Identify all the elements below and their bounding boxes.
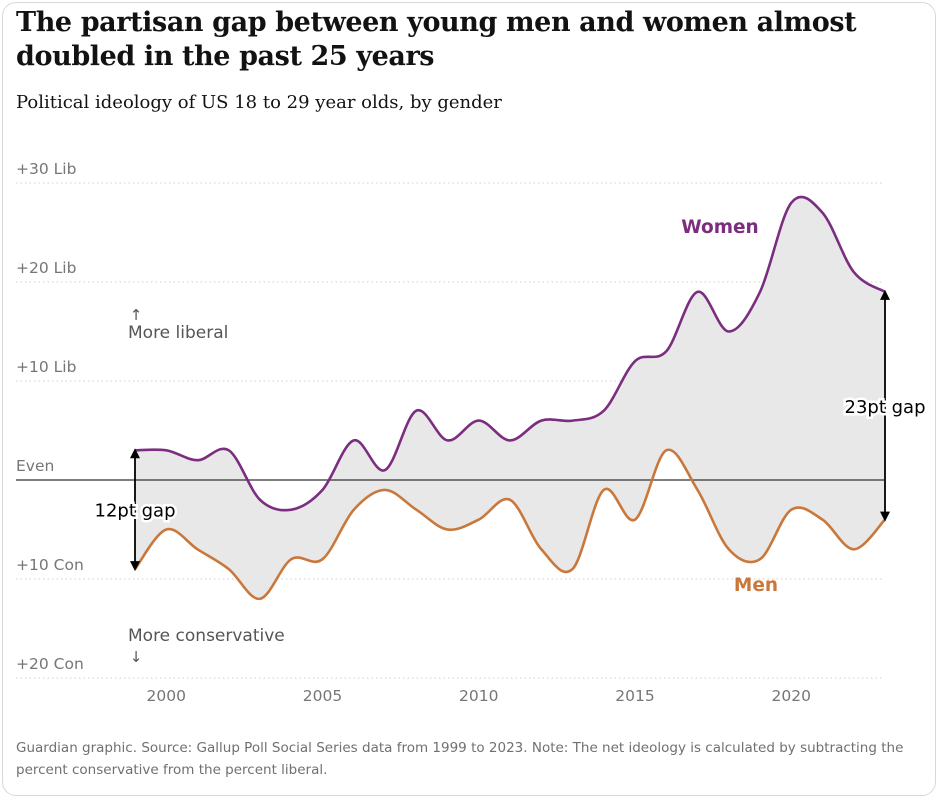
annotations: Women Men ↑More liberal More conservative ↓ 1… [92,217,928,666]
y-axis-labels: +30 Lib +20 Lib +10 Lib Even +10 Con +20 Con [16,160,84,673]
more-conservative-label: More conservative [128,626,285,646]
gap-fill-area [135,196,885,599]
gap-area [135,196,885,599]
x-tick-label: 2020 [772,687,811,705]
chart-title: The partisan gap between young men and w… [16,7,857,72]
arrow-up-icon: ↑ [130,306,143,324]
y-tick-label: Even [16,457,54,475]
series-line-women [134,195,886,512]
series-label-women: Women [681,217,758,238]
more-liberal-label: More liberal [128,323,228,343]
y-tick-label: +30 Lib [16,160,76,178]
arrow-down-icon: ↓ [130,648,143,666]
x-axis-labels: 2000 2005 2010 2015 2020 [147,687,811,705]
x-tick-label: 2015 [615,687,654,705]
y-tick-label: +20 Lib [16,259,76,277]
chart-subtitle: Political ideology of US 18 to 29 year o… [16,92,502,113]
chart-source-note: Guardian graphic. Source: Gallup Poll So… [16,740,904,778]
x-tick-label: 2005 [303,687,342,705]
x-tick-label: 2010 [459,687,498,705]
series-lines [133,195,886,601]
y-tick-label: +20 Con [16,655,84,673]
y-tick-label: +10 Con [16,556,84,574]
x-tick-label: 2000 [147,687,186,705]
series-line-men [133,448,886,601]
gridlines [16,182,884,679]
y-tick-label: +10 Lib [16,358,76,376]
gap-end-label: 23pt gap [845,397,926,418]
series-label-men: Men [734,575,778,596]
gap-start-label: 12pt gap [95,501,176,522]
